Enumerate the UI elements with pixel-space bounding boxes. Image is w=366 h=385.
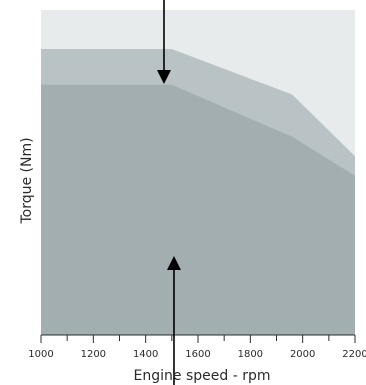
x-tick-label: 1000 bbox=[28, 349, 53, 360]
annotation-arrows bbox=[156, 0, 181, 385]
y-axis-title: Torque (Nm) bbox=[19, 137, 35, 224]
arrow-down-head bbox=[156, 70, 171, 84]
x-tick-label: 1800 bbox=[238, 349, 263, 360]
arrow-up-head bbox=[166, 256, 181, 270]
x-axis-title: Engine speed - rpm bbox=[134, 368, 271, 384]
area-series-2 bbox=[41, 84, 355, 335]
x-tick-label: 2000 bbox=[290, 349, 315, 360]
x-tick-label: 1400 bbox=[133, 349, 158, 360]
x-tick-label: 1600 bbox=[185, 349, 210, 360]
area-series-group bbox=[41, 49, 355, 335]
x-axis: 1000 1200 1400 1600 1800 2000 2200 bbox=[28, 334, 366, 360]
x-tick-label: 2200 bbox=[342, 349, 366, 360]
x-tick-label: 1200 bbox=[81, 349, 106, 360]
